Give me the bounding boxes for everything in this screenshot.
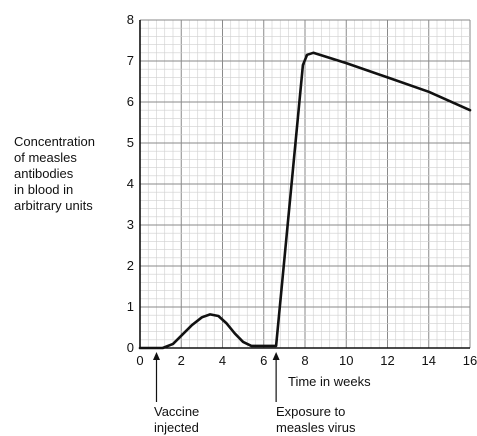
y-axis-label-line: arbitrary units [14, 198, 93, 213]
x-axis-label: Time in weeks [288, 374, 371, 389]
x-tick-label: 8 [301, 353, 308, 368]
y-tick-label: 4 [127, 176, 134, 191]
antibody-curve [138, 51, 472, 350]
annotation-line: injected [154, 420, 199, 435]
y-tick-label: 5 [127, 135, 134, 150]
y-axis-label-line: in blood in [14, 182, 74, 197]
y-tick-label: 8 [127, 12, 134, 27]
x-tick-label: 6 [260, 353, 267, 368]
y-tick-label: 6 [127, 94, 134, 109]
data-series [138, 51, 472, 350]
y-axis-label: Concentration of measles antibodies in b… [14, 134, 134, 214]
y-tick-label: 7 [127, 53, 134, 68]
y-axis-label-line: of measles [14, 150, 77, 165]
x-tick-label: 10 [339, 353, 353, 368]
annotation-arrow-head [272, 352, 280, 360]
exposure-annotation: Exposure to measles virus [276, 404, 355, 436]
chart-grid [139, 19, 471, 349]
x-tick-label: 14 [422, 353, 436, 368]
y-tick-label: 1 [127, 299, 134, 314]
x-tick-label: 16 [463, 353, 477, 368]
y-tick-label: 0 [127, 340, 134, 355]
x-tick-label: 4 [219, 353, 226, 368]
y-tick-label: 3 [127, 217, 134, 232]
x-tick-label: 12 [380, 353, 394, 368]
y-tick-label: 2 [127, 258, 134, 273]
annotation-line: measles virus [276, 420, 356, 435]
annotation-arrows [153, 352, 280, 402]
annotation-arrow-head [153, 352, 160, 360]
y-axis-label-line: Concentration [14, 134, 95, 149]
y-axis-label-line: antibodies [14, 166, 74, 181]
annotation-line: Vaccine [154, 404, 200, 419]
x-tick-label: 2 [178, 353, 185, 368]
vaccine-annotation: Vaccine injected [154, 404, 199, 436]
annotation-line: Exposure to [276, 404, 346, 419]
chart-axes [139, 20, 470, 349]
x-tick-label: 0 [136, 353, 143, 368]
